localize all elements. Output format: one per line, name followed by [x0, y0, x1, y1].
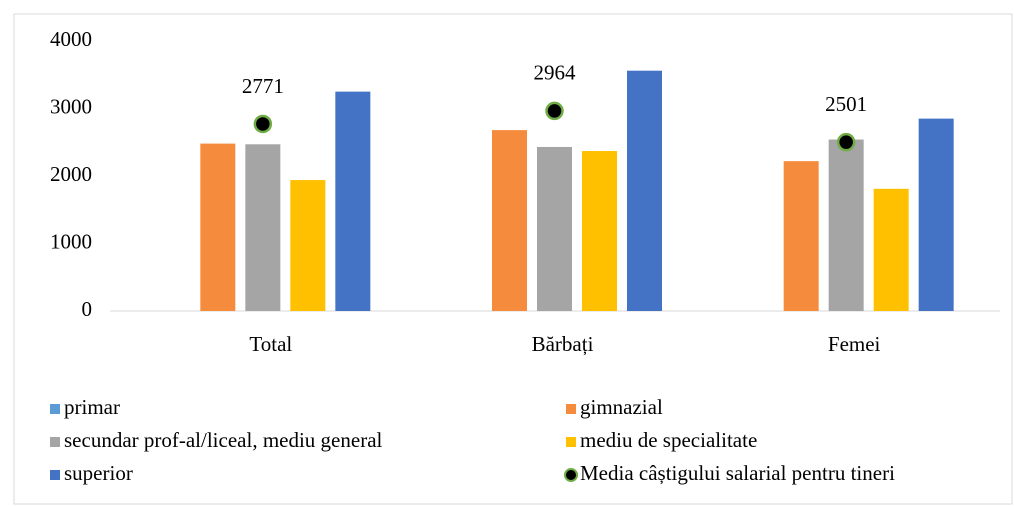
bar: [537, 146, 572, 311]
y-tick-label: 2000: [50, 162, 92, 186]
bar: [918, 118, 954, 311]
x-tick-label: Total: [249, 332, 292, 356]
bar: [245, 144, 281, 311]
x-tick-label: Bărbați: [532, 332, 594, 356]
legend-swatch: [566, 437, 576, 447]
legend-swatch: [50, 470, 60, 480]
bar: [582, 151, 617, 311]
legend-label: primar: [64, 395, 120, 419]
legend-label: Media câștigului salarial pentru tineri: [580, 461, 895, 485]
bar: [627, 70, 662, 311]
legend-swatch: [50, 437, 60, 447]
legend-label: secundar prof-al/liceal, mediu general: [64, 428, 383, 452]
bar: [200, 143, 236, 311]
legend-label: mediu de specialitate: [580, 428, 757, 452]
chart-border: [13, 13, 1013, 505]
bar: [828, 139, 864, 311]
bar: [290, 180, 326, 311]
data-label: 2964: [534, 61, 577, 85]
y-tick-label: 0: [82, 297, 93, 321]
y-tick-label: 4000: [50, 27, 92, 51]
data-label: 2771: [242, 74, 284, 98]
legend-marker: [564, 468, 578, 482]
bar: [783, 161, 819, 311]
y-tick-label: 1000: [50, 229, 92, 253]
legend-label: superior: [64, 461, 133, 485]
legend-swatch: [566, 404, 576, 414]
data-label: 2501: [825, 92, 867, 116]
mean-marker: [253, 114, 273, 134]
mean-marker: [545, 101, 564, 121]
legend-swatch: [50, 404, 60, 414]
x-tick-label: Femei: [828, 332, 881, 356]
bar: [873, 188, 909, 311]
bar: [335, 91, 371, 311]
mean-marker: [836, 132, 856, 152]
y-tick-label: 3000: [50, 94, 92, 118]
legend-label: gimnazial: [580, 395, 663, 419]
bar: [492, 130, 527, 311]
